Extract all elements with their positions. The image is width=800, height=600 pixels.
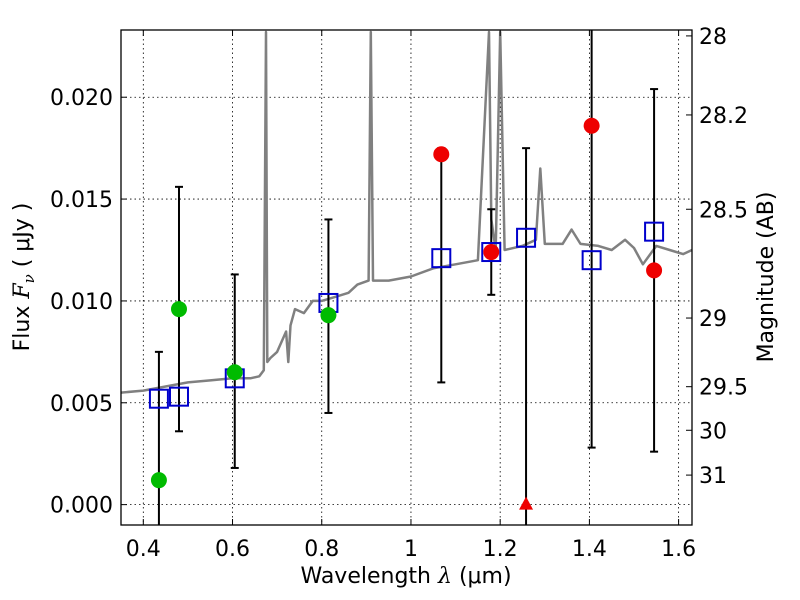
observed-point (226, 364, 243, 381)
x-tick-label: 1.6 (661, 537, 696, 562)
x-axis-title: Wavelength λ (μm) (300, 564, 511, 589)
y-axis-symbol-sub: ν (20, 274, 38, 283)
right-tick-label: 30 (699, 419, 727, 444)
x-tick-label: 0.8 (304, 537, 339, 562)
y-axis-title-text: Flux (10, 306, 35, 352)
x-tick-label: 1.2 (483, 537, 518, 562)
model-photometry-square (431, 248, 452, 269)
right-tick-label: 29 (699, 307, 727, 332)
x-tick-label: 0.4 (126, 537, 161, 562)
model-photometry-square (644, 221, 665, 242)
right-axis-title: Magnitude (AB) (754, 192, 779, 363)
observed-point (320, 307, 337, 324)
right-tick-label: 31 (699, 464, 727, 489)
plot-frame (120, 29, 693, 526)
axis-ticks: 0.4 0.6 0.8 1 1.2 1.4 1.6 0.000 0.005 0.010 0.015 0… (50, 25, 748, 562)
observed-point (646, 262, 663, 279)
observed-point (433, 146, 450, 163)
x-tick-label: 1.4 (572, 537, 607, 562)
model-photometry-square (168, 386, 189, 407)
y-tick-label: 0.020 (50, 86, 113, 111)
x-axis-unit: (μm) (459, 564, 512, 589)
spectrum-line (121, 30, 692, 394)
x-tick-label: 0.6 (215, 537, 250, 562)
y-tick-label: 0.010 (50, 290, 113, 315)
model-photometry-square (481, 242, 502, 263)
right-tick-label: 29.5 (699, 376, 748, 401)
upper-limit-triangle (519, 496, 534, 510)
x-tick-label: 1 (404, 537, 418, 562)
observed-point (483, 244, 500, 261)
x-axis-title-text: Wavelength (300, 564, 431, 589)
y-axis-title: Flux Fν ( μJy ) (10, 203, 38, 352)
observed-point (150, 472, 167, 489)
model-photometry-square (148, 388, 169, 409)
data-layer (121, 30, 692, 525)
right-tick-label: 28.2 (699, 104, 748, 129)
observed-point (583, 117, 600, 134)
y-axis-symbol: F (10, 283, 35, 300)
y-tick-label: 0.015 (50, 188, 113, 213)
right-tick-label: 28 (699, 25, 727, 50)
model-photometry-square (581, 250, 602, 271)
y-tick-label: 0.000 (50, 494, 113, 519)
y-axis-unit: ( μJy ) (10, 203, 35, 268)
y-tick-label: 0.005 (50, 392, 113, 417)
x-axis-symbol: λ (437, 564, 452, 589)
model-photometry-square (516, 227, 537, 248)
right-tick-label: 28.5 (699, 198, 748, 223)
observed-point (170, 301, 187, 318)
